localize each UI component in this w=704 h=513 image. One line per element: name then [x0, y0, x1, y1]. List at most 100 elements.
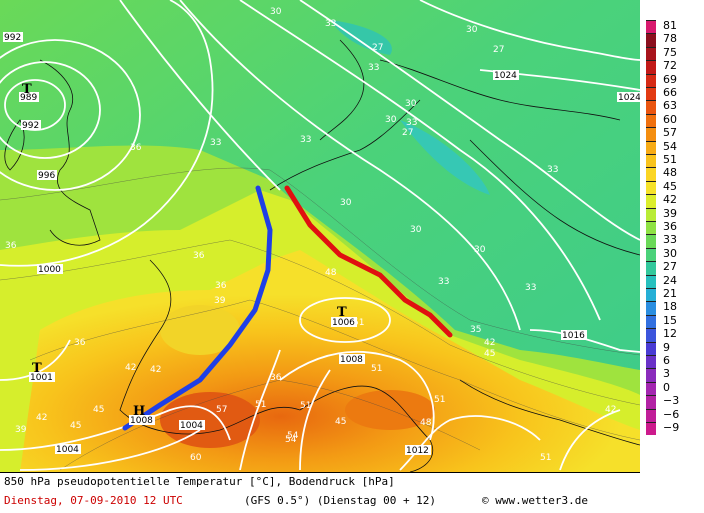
scale-tick-label: 30: [663, 246, 677, 260]
scale-tick-label: 15: [663, 313, 677, 327]
isotherm: [0, 167, 640, 356]
temperature-label: 33: [300, 135, 311, 145]
map-canvas: 992 989 992 996 1000 1001 1004 1004 1008 1006 1008…: [0, 0, 640, 472]
scale-swatch: [646, 261, 656, 275]
temperature-label: 54: [285, 435, 297, 445]
pressure-label-bg: [493, 70, 519, 80]
scale-tick-label: 72: [663, 59, 677, 73]
temperature-label: 51: [434, 395, 445, 405]
scale-swatch: [646, 180, 656, 195]
pressure-label: 1024: [494, 71, 517, 81]
scale-tick-label: 48: [663, 166, 677, 180]
isobars: [0, 0, 640, 470]
copyright-icon: ©: [482, 494, 489, 507]
scale-swatch: [646, 341, 656, 355]
pressure-label-bg: [179, 420, 205, 430]
scale-tick-label: 75: [663, 45, 677, 59]
temperature-label: 27: [402, 128, 413, 138]
pressure-labels: 992 989 992 996 1000 1001 1004 1004 1008 1006 1008…: [3, 32, 640, 456]
pressure-label-bg: [617, 92, 640, 102]
temperature-label: 33: [547, 165, 558, 175]
scale-tick-label: 51: [663, 153, 677, 166]
pressure-label-bg: [561, 330, 587, 340]
scale-swatch: [646, 328, 656, 342]
pressure-label-bg: [37, 170, 57, 180]
pressure-label: 1000: [38, 265, 61, 275]
isobar-992: [0, 61, 101, 159]
scale-swatch: [646, 381, 656, 396]
isotherm: [29, 299, 640, 441]
isotherm: [59, 379, 481, 471]
isobar-s3: [559, 409, 621, 471]
pressure-label-bg: [19, 92, 39, 102]
temperature-label: 30: [340, 198, 352, 208]
pressure-label: 1024: [618, 93, 640, 103]
temperature-label: 36: [74, 338, 86, 348]
pressure-label-bg: [21, 120, 41, 130]
scale-swatch: [646, 60, 656, 74]
temperature-label: 51: [300, 401, 311, 411]
temperature-label: 51: [255, 400, 266, 410]
temperature-label: 39: [214, 296, 226, 306]
scale-tick-label: 63: [663, 99, 677, 113]
temperature-label: 27: [372, 43, 383, 53]
coast-baltic: [379, 59, 621, 121]
scale-swatch: [646, 140, 656, 154]
temperature-label: 33: [210, 138, 221, 148]
isobar-1004: [0, 405, 231, 451]
theta-e-map: 992 989 992 996 1000 1001 1004 1004 1008 1006 1008…: [0, 0, 640, 472]
pressure-label: 996: [38, 171, 55, 181]
scale-swatch: [646, 234, 656, 248]
temperature-label: 33: [325, 19, 336, 29]
temperature-label: 54: [287, 431, 299, 441]
high-pressure-center: H: [133, 404, 145, 419]
scale-tick-label: 78: [663, 32, 677, 46]
credit-url: www.wetter3.de: [495, 494, 588, 507]
scale-swatch: [646, 207, 656, 221]
pressure-label: 1012: [406, 446, 429, 456]
coastlines: [4, 39, 640, 472]
temperature-label: 33: [406, 118, 417, 128]
scale-tick-label: 9: [663, 340, 670, 354]
scale-swatch: [646, 33, 656, 47]
temperature-label: 60: [190, 453, 202, 463]
isobar-n3: [419, 0, 640, 61]
scale-tick-label: 21: [663, 287, 677, 300]
scale-tick-label: 69: [663, 72, 677, 86]
coast-uk: [39, 59, 101, 246]
pressure-label: 992: [4, 33, 21, 43]
temperature-label: 48: [325, 268, 337, 278]
scale-tick-label: 27: [663, 260, 677, 274]
scale-tick-label: 12: [663, 327, 677, 341]
temperature-label: 30: [466, 25, 478, 35]
pressure-label-bg: [331, 317, 357, 327]
pressure-label: 1004: [180, 421, 203, 431]
temperature-label: 30: [385, 115, 397, 125]
temperature-label: 48: [420, 418, 432, 428]
scale-tick-label: 24: [663, 273, 677, 287]
scale-tick-label: 54: [663, 139, 677, 153]
coast-north-sea: [269, 99, 421, 191]
scale-swatch: [646, 422, 656, 436]
scale-swatch: [646, 113, 656, 128]
temperature-label: 45: [335, 417, 346, 427]
temperature-label: 30: [405, 99, 417, 109]
pressure-label: 1008: [130, 416, 153, 426]
credit: © www.wetter3.de: [482, 494, 588, 507]
border-east: [469, 139, 640, 256]
pressure-label-bg: [339, 354, 365, 364]
scale-tick-label: 45: [663, 179, 677, 193]
scale-tick-label: 36: [663, 220, 677, 233]
scale-tick-label: 3: [663, 367, 670, 381]
coast-adriatic-balkan: [459, 379, 640, 446]
temperature-label: 30: [410, 225, 422, 235]
temperature-label: 30: [270, 7, 282, 17]
map-title: 850 hPa pseudopotentielle Temperatur [°C…: [4, 475, 395, 488]
isobar-s2: [299, 369, 331, 471]
temperature-label: 42: [36, 413, 47, 423]
scale-swatch: [646, 395, 656, 409]
scale-tick-label: 33: [663, 233, 677, 247]
scale-tick-label: 81: [663, 19, 677, 32]
scale-swatch: [646, 194, 656, 208]
